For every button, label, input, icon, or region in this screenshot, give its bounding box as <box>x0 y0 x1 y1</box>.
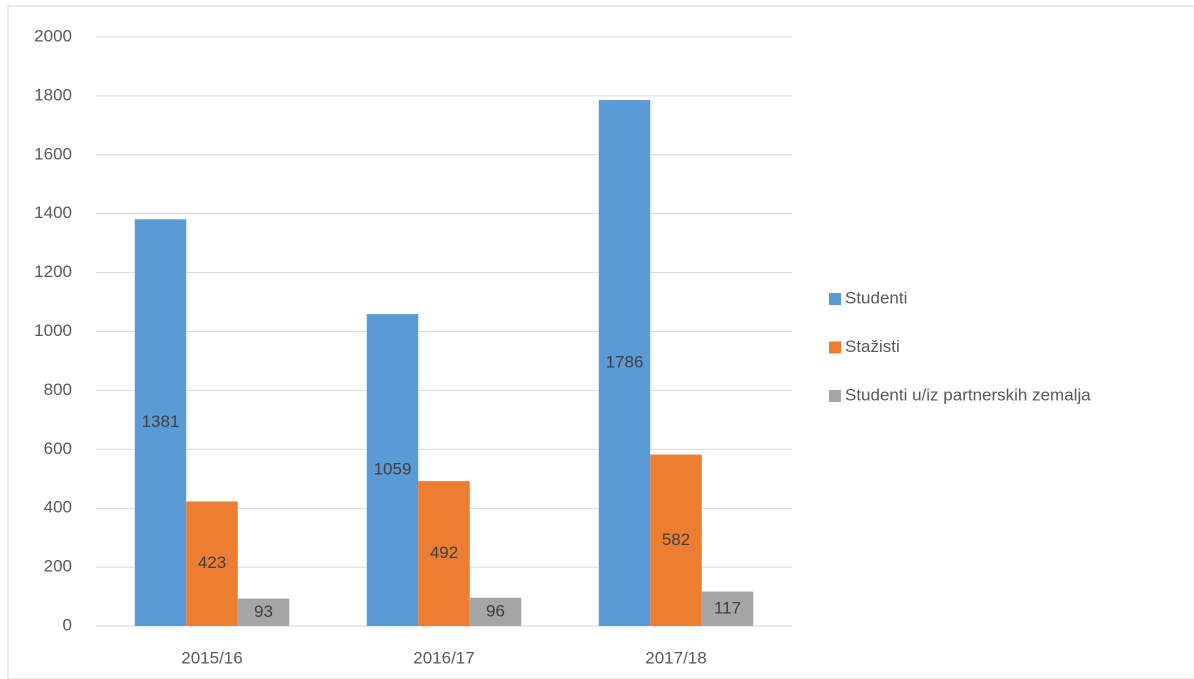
legend-label: Studenti u/iz partnerskih zemalja <box>845 385 1091 404</box>
bar <box>366 314 419 626</box>
data-label: 1786 <box>606 352 644 371</box>
data-label: 96 <box>486 601 505 620</box>
y-tick-label: 0 <box>63 615 72 634</box>
y-tick-label: 1200 <box>34 262 72 281</box>
y-tick-label: 1800 <box>34 85 72 104</box>
y-tick-label: 2000 <box>34 26 72 45</box>
bar <box>134 219 187 626</box>
data-label: 117 <box>714 598 741 617</box>
x-tick-label: 2015/16 <box>181 648 242 667</box>
bar <box>469 597 522 626</box>
bar <box>598 100 651 626</box>
x-tick-label: 2016/17 <box>413 648 474 667</box>
y-tick-label: 1400 <box>34 203 72 222</box>
data-label: 1059 <box>374 460 412 479</box>
data-label: 423 <box>198 553 226 572</box>
y-tick-label: 200 <box>44 557 72 576</box>
data-label: 582 <box>662 530 690 549</box>
legend-swatch <box>829 293 841 305</box>
bar <box>701 591 754 626</box>
y-tick-label: 400 <box>44 498 72 517</box>
bar <box>186 501 238 626</box>
x-tick-label: 2017/18 <box>645 648 706 667</box>
y-tick-label: 800 <box>44 380 72 399</box>
data-label: 93 <box>254 602 273 621</box>
legend-swatch <box>829 341 841 354</box>
legend-swatch <box>829 390 841 402</box>
bar <box>418 481 470 626</box>
legend-label: Stažisti <box>845 337 900 356</box>
y-tick-label: 1600 <box>34 144 72 163</box>
y-tick-label: 600 <box>44 439 72 458</box>
legend-label: Studenti <box>845 288 907 307</box>
data-label: 492 <box>430 543 458 562</box>
data-label: 1381 <box>142 412 180 431</box>
bar <box>237 598 290 626</box>
bar <box>650 454 702 626</box>
y-tick-label: 1000 <box>34 321 72 340</box>
